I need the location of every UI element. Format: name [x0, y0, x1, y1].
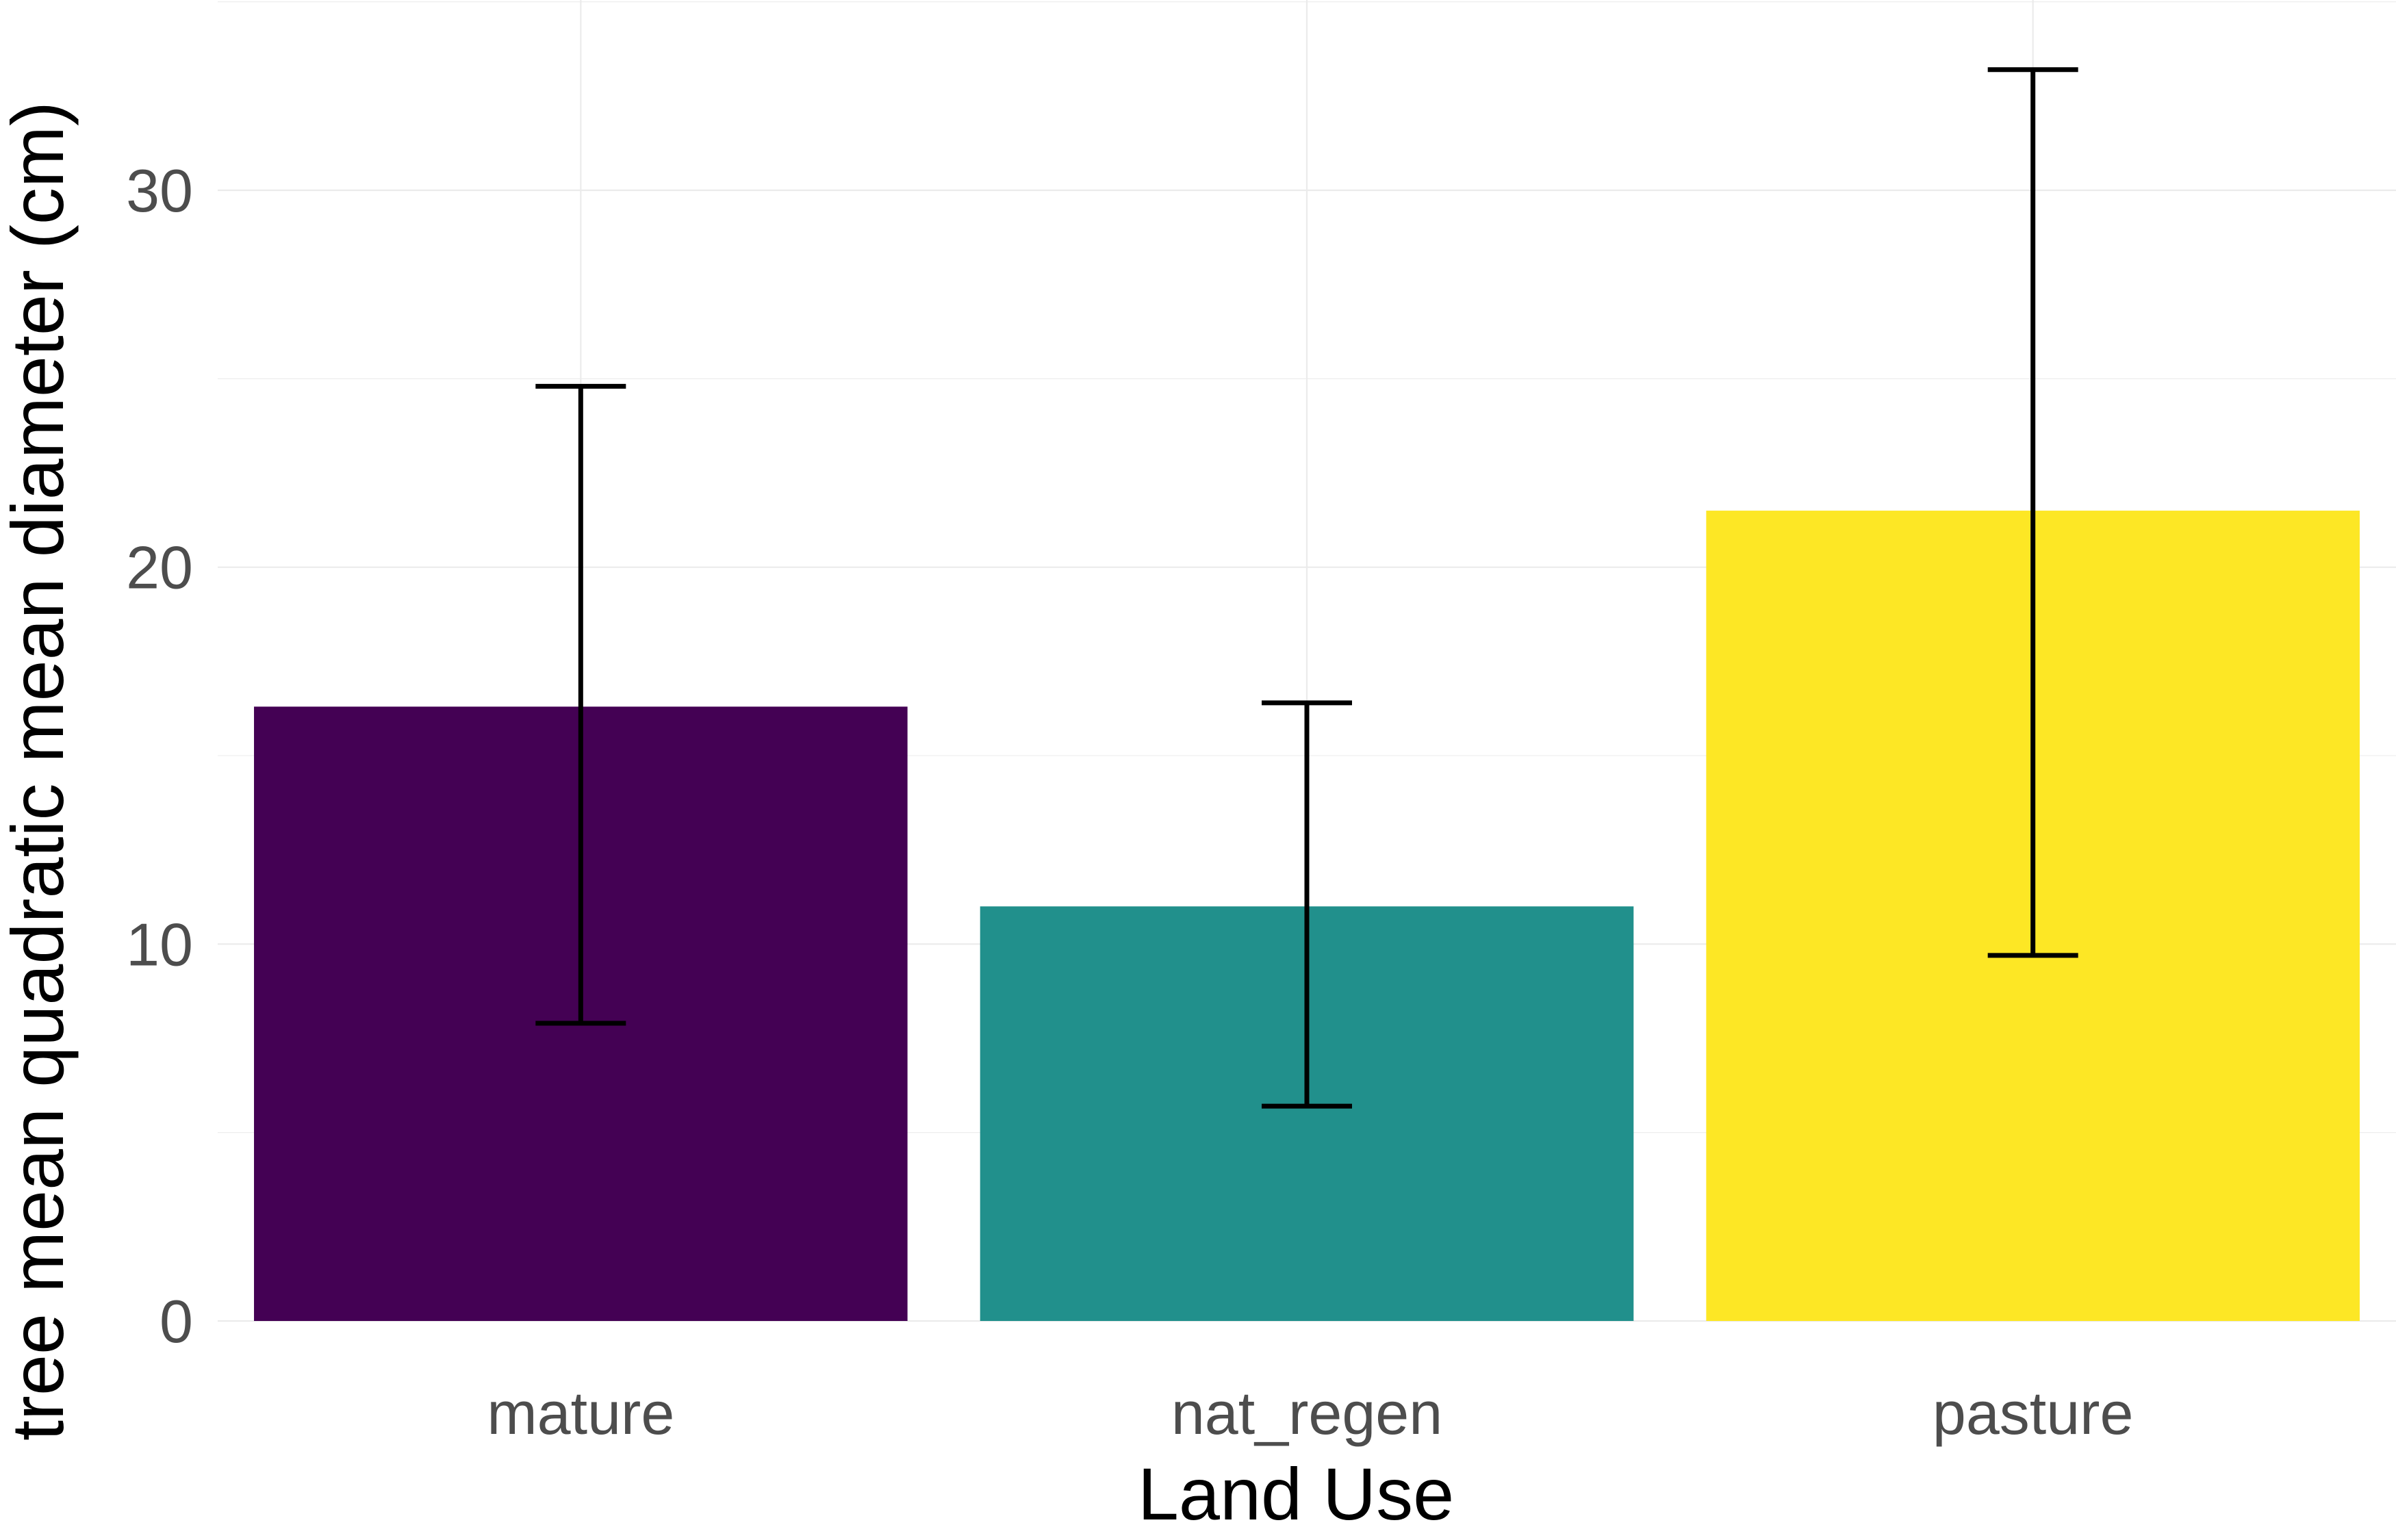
- error-bar-mature: [535, 383, 626, 1026]
- x-tick-label: mature: [487, 1379, 674, 1447]
- error-bars: [535, 67, 2078, 1109]
- y-axis-title: tree mean quadratic mean diameter (cm): [0, 101, 79, 1441]
- x-axis-ticks: mature nat_regen pasture: [487, 1379, 2133, 1447]
- y-tick-label: 0: [160, 1287, 193, 1355]
- x-tick-label: nat_regen: [1171, 1379, 1442, 1447]
- x-tick-label: pasture: [1933, 1379, 2134, 1447]
- error-bar-pasture: [1987, 67, 2078, 958]
- y-tick-label: 10: [126, 910, 193, 978]
- x-axis-title: Land Use: [1138, 1452, 1454, 1535]
- y-axis-ticks: 0 10 20 30: [126, 157, 193, 1355]
- y-tick-label: 20: [126, 534, 193, 602]
- error-bar-nat_regen: [1262, 700, 1352, 1109]
- y-tick-label: 30: [126, 157, 193, 224]
